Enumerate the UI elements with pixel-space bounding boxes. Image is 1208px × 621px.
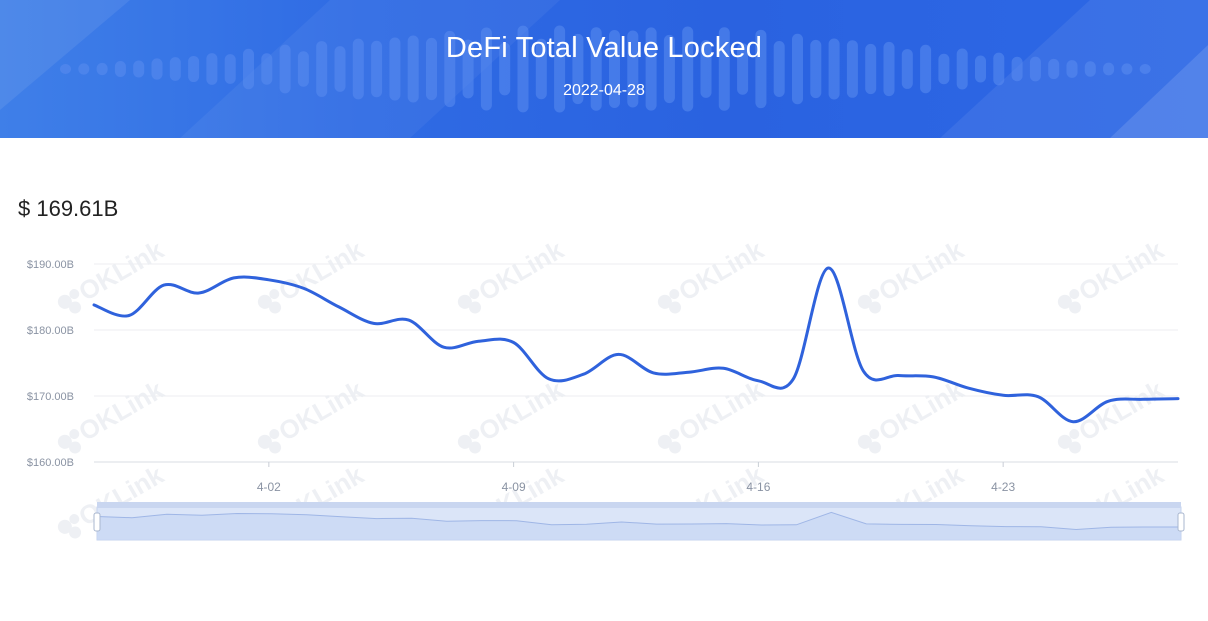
page-date: 2022-04-28 [563, 82, 645, 99]
watermark: OKLink [257, 374, 369, 454]
y-axis: $190.00B $180.00B $170.00B $160.00B [27, 259, 74, 469]
data-point-4-09[interactable] [511, 340, 517, 346]
zoom-slider-preview-line [96, 511, 1181, 531]
data-point-3-30[interactable] [161, 282, 167, 288]
x-tick-label: 4-02 [257, 480, 281, 494]
data-point-4-05[interactable] [371, 320, 377, 326]
zoom-handle-right[interactable] [1177, 512, 1185, 532]
zoom-slider[interactable] [93, 502, 1185, 541]
watermark: OKLink [1057, 240, 1169, 314]
data-point-3-28[interactable] [91, 302, 97, 308]
data-point-4-11[interactable] [581, 371, 587, 377]
data-point-4-23[interactable] [1000, 392, 1006, 398]
svg-text:OKLink: OKLink [1073, 240, 1169, 307]
data-point-3-29[interactable] [126, 312, 132, 318]
data-point-4-24[interactable] [1035, 394, 1041, 400]
series-points [91, 265, 1181, 425]
data-point-4-17[interactable] [790, 376, 796, 382]
watermark: OKLink [1057, 374, 1169, 454]
data-point-3-31[interactable] [196, 290, 202, 296]
svg-text:OKLink: OKLink [673, 374, 769, 446]
page-title: DeFi Total Value Locked [445, 32, 763, 64]
data-point-4-10[interactable] [546, 376, 552, 382]
svg-text:OKLink: OKLink [673, 240, 769, 307]
data-point-4-14[interactable] [685, 369, 691, 375]
zoom-slider-drag-bar[interactable] [97, 502, 1181, 508]
svg-text:OKLink: OKLink [1073, 374, 1169, 446]
header-banner: DeFi Total Value Locked 2022-04-28 [0, 0, 1208, 138]
data-point-4-08[interactable] [476, 338, 482, 344]
tvl-line-chart[interactable]: OKLink OKLink OKLink OKLink OKLink OKLink OKLi… [0, 240, 1208, 560]
chart-grid [94, 263, 1178, 463]
watermark: OKLink [857, 374, 969, 454]
data-point-4-16[interactable] [755, 378, 761, 384]
banner-decoration [0, 0, 1208, 138]
data-point-4-15[interactable] [720, 365, 726, 371]
y-tick-label: $180.00B [27, 325, 74, 337]
x-tick-label: 4-16 [746, 480, 770, 494]
data-point-4-28[interactable] [1175, 396, 1181, 402]
watermark: OKLink [457, 240, 569, 314]
data-point-4-26[interactable] [1105, 398, 1111, 404]
svg-text:OKLink: OKLink [73, 240, 169, 307]
data-point-4-03[interactable] [301, 285, 307, 291]
svg-text:OKLink: OKLink [873, 240, 969, 307]
svg-text:OKLink: OKLink [273, 374, 369, 446]
zoom-handle-left[interactable] [93, 512, 101, 532]
watermark: OKLink [857, 240, 969, 314]
x-axis: 4-02 4-09 4-16 4-23 [257, 462, 1015, 494]
data-point-4-19[interactable] [860, 368, 866, 374]
data-point-4-18[interactable] [825, 265, 831, 271]
tvl-total-value: $ 169.61B [18, 196, 119, 221]
data-point-4-21[interactable] [930, 374, 936, 380]
watermark: OKLink [57, 240, 169, 314]
data-point-4-02[interactable] [266, 277, 272, 283]
data-point-4-13[interactable] [650, 370, 656, 376]
data-point-4-22[interactable] [965, 385, 971, 391]
watermark: OKLink [657, 240, 769, 314]
watermark: OKLink [57, 374, 169, 454]
data-point-4-01[interactable] [231, 275, 237, 281]
watermark: OKLink [457, 374, 569, 454]
data-point-4-25[interactable] [1070, 419, 1076, 425]
data-point-4-07[interactable] [441, 344, 447, 350]
y-tick-label: $190.00B [27, 259, 74, 271]
y-tick-label: $170.00B [27, 391, 74, 403]
watermark: OKLink [657, 374, 769, 454]
data-point-4-04[interactable] [336, 304, 342, 310]
svg-text:OKLink: OKLink [473, 374, 569, 446]
series-line [92, 266, 1180, 424]
svg-text:OKLink: OKLink [73, 374, 169, 446]
x-tick-label: 4-23 [991, 480, 1015, 494]
data-point-4-06[interactable] [406, 317, 412, 323]
data-point-4-20[interactable] [895, 373, 901, 379]
y-tick-label: $160.00B [27, 457, 74, 469]
x-tick-label: 4-09 [502, 480, 526, 494]
data-point-4-12[interactable] [616, 351, 622, 357]
svg-text:OKLink: OKLink [473, 240, 569, 307]
zoom-slider-preview-area [97, 512, 1181, 540]
data-point-4-27[interactable] [1140, 396, 1146, 402]
